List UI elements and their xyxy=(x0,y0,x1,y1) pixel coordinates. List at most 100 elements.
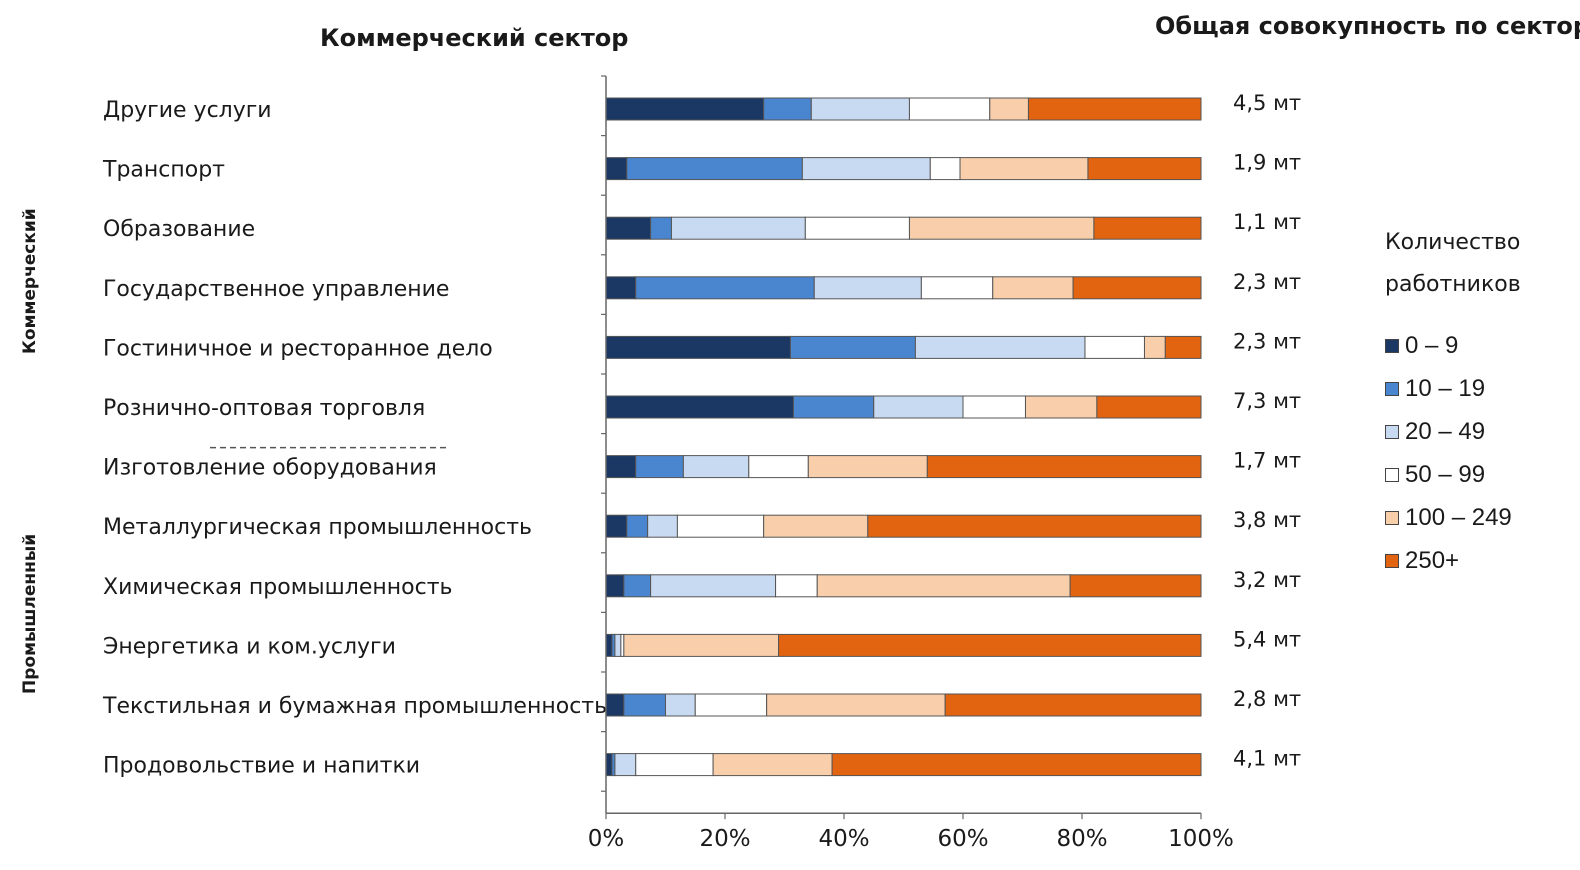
bar-segment xyxy=(831,753,1202,777)
bar-segment xyxy=(605,514,628,538)
bar-segment xyxy=(605,574,625,598)
sector-total-label: 1,7 мт xyxy=(1233,449,1301,473)
legend-swatch xyxy=(1385,338,1399,353)
bar-segment xyxy=(1084,335,1145,359)
bar-segment xyxy=(929,157,961,181)
legend-label: 20 – 49 xyxy=(1405,417,1486,445)
bar-segment xyxy=(873,395,964,419)
category-label: Рознично-оптовая торговля xyxy=(103,396,425,421)
bar-segment xyxy=(635,276,815,300)
bar-segment xyxy=(682,455,750,479)
category-label: Транспорт xyxy=(102,158,225,183)
legend-label: 10 – 19 xyxy=(1405,374,1486,402)
bar-segment xyxy=(626,157,803,181)
bar-segment xyxy=(626,514,649,538)
sector-total-label: 7,3 мт xyxy=(1233,389,1301,413)
bar-segment xyxy=(914,335,1086,359)
sector-total-label: 3,2 мт xyxy=(1233,568,1301,592)
bar-segment xyxy=(926,455,1202,479)
legend-label: 50 – 99 xyxy=(1405,460,1486,488)
bar-segment xyxy=(810,97,910,121)
legend-label: 250+ xyxy=(1405,546,1460,574)
sector-total-label: 2,8 мт xyxy=(1233,687,1301,711)
sector-total-label: 2,3 мт xyxy=(1233,329,1301,353)
legend: Количество работников 0 – 9 10 – 19 20 – 4… xyxy=(1385,222,1570,582)
legend-item: 100 – 249 xyxy=(1385,496,1570,539)
bar-segment xyxy=(867,514,1202,538)
legend-item: 20 – 49 xyxy=(1385,410,1570,453)
bar-segment xyxy=(778,633,1202,657)
chart-right-title: Общая совокупность по сектору xyxy=(1155,12,1580,40)
bar-segment xyxy=(992,276,1074,300)
bar-segment xyxy=(605,157,628,181)
legend-swatch xyxy=(1385,424,1399,439)
legend-items: 0 – 9 10 – 19 20 – 49 50 – 99 100 – 249 250+ xyxy=(1385,324,1570,582)
legend-item: 50 – 99 xyxy=(1385,453,1570,496)
category-label: Металлургическая промышленность xyxy=(103,515,532,540)
category-label: Другие услуги xyxy=(103,98,272,123)
bar-segment xyxy=(605,335,791,359)
bar-segment xyxy=(766,693,946,717)
bar-segment xyxy=(623,693,666,717)
category-label: Государственное управление xyxy=(103,277,449,302)
legend-item: 250+ xyxy=(1385,539,1570,582)
bar-segment xyxy=(1024,395,1098,419)
category-label: Продовольствие и напитки xyxy=(103,754,420,779)
bar-segment xyxy=(789,335,916,359)
bar-segment xyxy=(647,514,678,538)
x-tick-label: 60% xyxy=(937,826,988,852)
bar-segment xyxy=(804,216,910,240)
bar-segment xyxy=(920,276,994,300)
bar-segment xyxy=(775,574,818,598)
bar-segment xyxy=(763,97,812,121)
sector-total-label: 1,1 мт xyxy=(1233,210,1301,234)
bar-segment xyxy=(989,97,1029,121)
category-label: Текстильная и бумажная промышленность xyxy=(102,694,607,719)
bar-segment xyxy=(712,753,833,777)
legend-swatch xyxy=(1385,553,1399,568)
bar-segment xyxy=(801,157,931,181)
bar-segment xyxy=(605,395,794,419)
legend-label: 100 – 249 xyxy=(1405,503,1512,531)
legend-swatch xyxy=(1385,467,1399,482)
bar-segment xyxy=(650,216,672,240)
bar-segment xyxy=(944,693,1202,717)
bar-segment xyxy=(694,693,768,717)
sector-total-label: 3,8 мт xyxy=(1233,508,1301,532)
sector-total-label: 4,1 мт xyxy=(1233,747,1301,771)
category-label: Образование xyxy=(103,217,255,242)
bar-segment xyxy=(605,216,652,240)
bar-segment xyxy=(605,455,637,479)
legend-swatch xyxy=(1385,510,1399,525)
bar-segment xyxy=(1027,97,1202,121)
legend-title-line1: Количество xyxy=(1385,230,1521,255)
bar-segment xyxy=(676,514,765,538)
bar-segment xyxy=(959,157,1089,181)
bar-segment xyxy=(635,753,714,777)
category-label: Химическая промышленность xyxy=(103,575,453,600)
bar-segment xyxy=(614,753,637,777)
bar-segment xyxy=(605,693,625,717)
bar-segment xyxy=(908,97,991,121)
bar-segment xyxy=(908,216,1095,240)
bar-segment xyxy=(605,276,637,300)
bar-segment xyxy=(605,753,613,777)
bar-segment xyxy=(670,216,806,240)
x-tick-label: 0% xyxy=(588,826,625,852)
bar-segment xyxy=(665,693,696,717)
bar-segment xyxy=(807,455,928,479)
bar-segment xyxy=(605,633,613,657)
bar-segment xyxy=(614,633,622,657)
bar-segment xyxy=(962,395,1026,419)
bar-segment xyxy=(1069,574,1202,598)
bar-segment xyxy=(1072,276,1202,300)
bar-segment xyxy=(1087,157,1202,181)
chart-left-title: Коммерческий сектор xyxy=(320,24,629,52)
bar-segment xyxy=(605,97,765,121)
category-label: Изготовление оборудования xyxy=(103,456,437,481)
legend-item: 10 – 19 xyxy=(1385,367,1570,410)
category-label: Энергетика и ком.услуги xyxy=(103,634,396,659)
sector-total-label: 2,3 мт xyxy=(1233,270,1301,294)
sector-total-label: 4,5 мт xyxy=(1233,91,1301,115)
